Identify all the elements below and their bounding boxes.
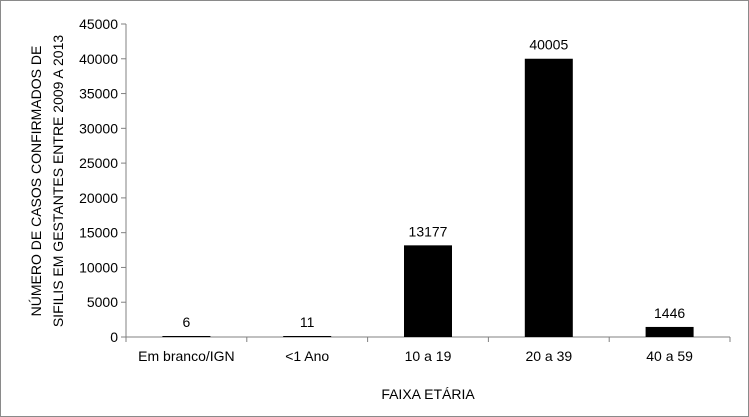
- data-label: 13177: [409, 223, 448, 239]
- x-tick-label: <1 Ano: [285, 348, 329, 364]
- y-tick-label: 0: [110, 329, 118, 345]
- bar: [283, 336, 332, 337]
- y-tick-label: 25000: [79, 155, 118, 171]
- x-tick-label: 40 a 59: [646, 348, 693, 364]
- bars: [162, 58, 694, 337]
- y-axis-title-line: NÚMERO DE CASOS CONFIRMADOS DE: [28, 46, 44, 317]
- y-axis: 0 5000 10000 15000 20000 25000 30000 35000 40000…: [79, 16, 127, 345]
- data-label: 40005: [529, 37, 568, 53]
- data-label: 11: [300, 314, 315, 330]
- y-tick-label: 5000: [87, 294, 118, 310]
- data-labels: 6 11 13177 40005 1446: [183, 37, 686, 330]
- y-tick-label: 40000: [79, 51, 118, 67]
- y-tick-label: 15000: [79, 225, 118, 241]
- x-axis-title: FAIXA ETÁRIA: [381, 386, 475, 402]
- bar: [404, 245, 452, 337]
- y-tick-label: 45000: [79, 16, 118, 32]
- x-axis: Em branco/IGN <1 Ano 10 a 19 20 a 39 40 a 59: [125, 336, 731, 364]
- bar: [162, 336, 211, 337]
- bar: [645, 326, 694, 337]
- y-axis-title-line: SIFILIS EM GESTANTES ENTRE 2009 A 2013: [50, 35, 66, 328]
- x-tick-label: Em branco/IGN: [138, 348, 234, 364]
- y-tick-label: 20000: [79, 190, 118, 206]
- bar: [524, 58, 573, 337]
- x-tick-label: 20 a 39: [525, 348, 572, 364]
- y-tick-label: 35000: [79, 86, 118, 102]
- data-label: 1446: [654, 305, 685, 321]
- y-tick-label: 10000: [79, 259, 118, 275]
- data-label: 6: [183, 314, 191, 330]
- y-axis-title: NÚMERO DE CASOS CONFIRMADOS DE SIFILIS EM…: [28, 35, 66, 328]
- y-tick-label: 30000: [79, 120, 118, 136]
- x-tick-label: 10 a 19: [405, 348, 452, 364]
